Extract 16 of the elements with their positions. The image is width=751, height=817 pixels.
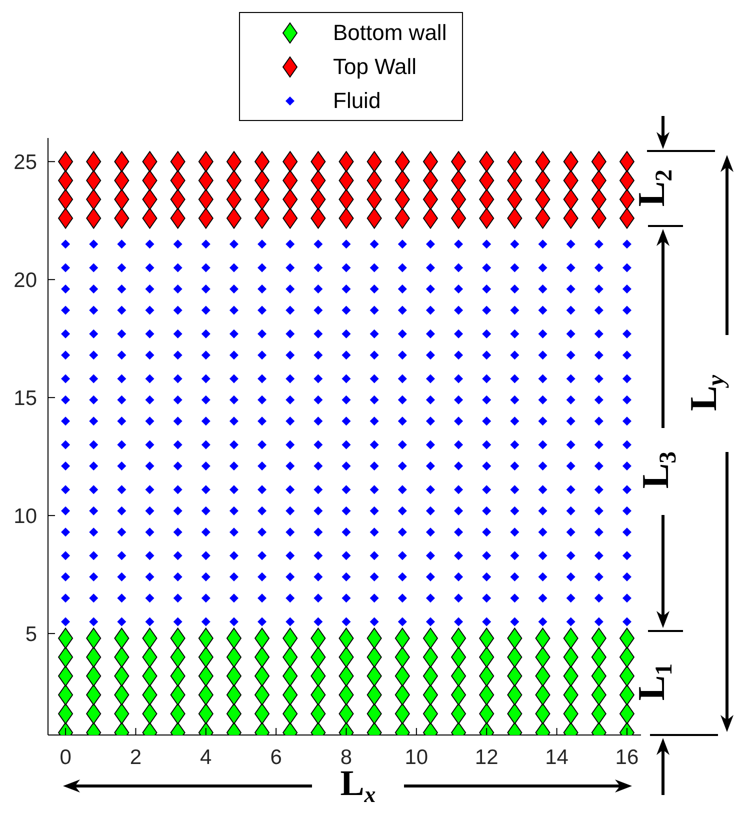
x-tick-label: 14 <box>545 746 569 769</box>
x-tick-label: 10 <box>404 746 428 769</box>
x-tick-label: 0 <box>60 746 72 769</box>
x-tick-label: 12 <box>474 746 498 769</box>
x-tick-label: 16 <box>615 746 639 769</box>
legend-label: Top Wall <box>333 54 417 80</box>
x-tick-label: 4 <box>200 746 212 769</box>
legend-label: Bottom wall <box>333 20 447 46</box>
legend-label: Fluid <box>333 88 381 114</box>
y-tick-label: 15 <box>14 387 37 410</box>
x-tick-label: 2 <box>130 746 142 769</box>
y-tick-label: 10 <box>14 505 37 528</box>
y-tick-label: 5 <box>25 622 37 646</box>
y-tick-label: 20 <box>14 269 37 292</box>
y-tick-label: 25 <box>14 151 37 174</box>
x-tick-label: 6 <box>270 746 282 769</box>
